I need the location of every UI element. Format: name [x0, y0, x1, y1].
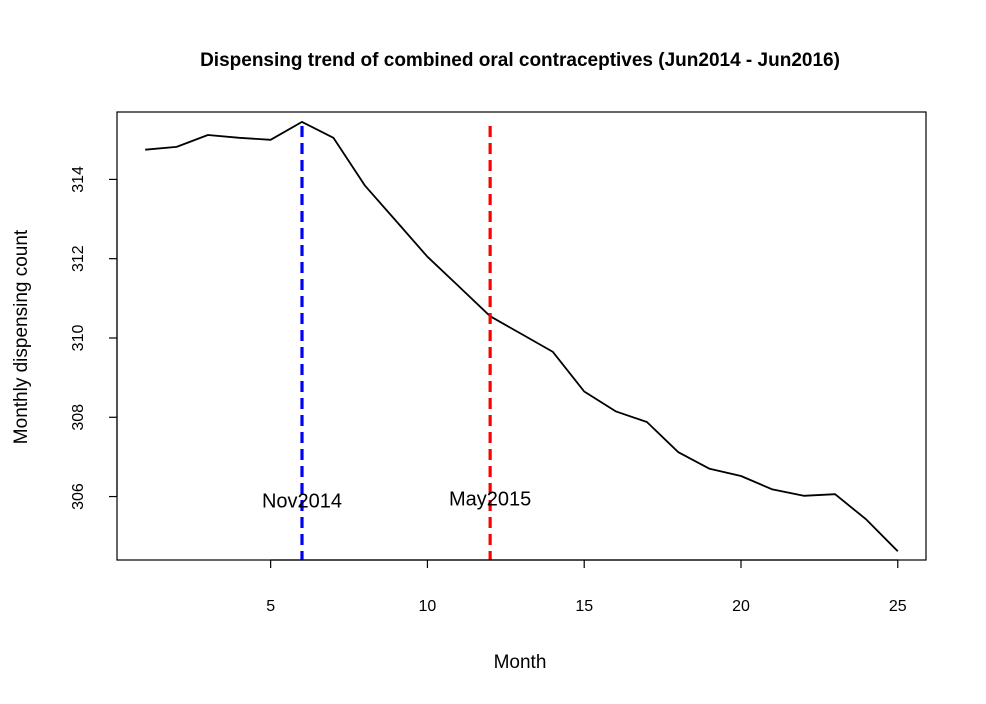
x-axis-label: Month: [494, 652, 547, 673]
reference-line-label: Nov2014: [262, 491, 342, 513]
y-tick-label: 312: [70, 245, 87, 272]
series-line: [145, 121, 899, 552]
x-tick-label: 20: [732, 598, 750, 615]
plot-frame: [116, 111, 927, 561]
series-layer: [145, 121, 899, 552]
chart-title: Dispensing trend of combined oral contra…: [200, 50, 840, 71]
x-tick-label: 5: [266, 598, 275, 615]
reference-line-label: May2015: [449, 489, 531, 511]
y-tick-label: 310: [70, 325, 87, 352]
y-tick-label: 314: [70, 166, 87, 193]
axes: 5 10 15 20 25 306 308 310 312 314: [70, 166, 907, 615]
x-tick-label: 25: [889, 598, 907, 615]
x-tick-label: 10: [419, 598, 437, 615]
y-tick-label: 308: [70, 404, 87, 431]
reference-lines: Nov2014 May2015: [262, 126, 531, 560]
x-tick-label: 15: [575, 598, 593, 615]
y-tick-label: 306: [70, 483, 87, 510]
y-axis-label: Monthly dispensing count: [11, 229, 32, 444]
